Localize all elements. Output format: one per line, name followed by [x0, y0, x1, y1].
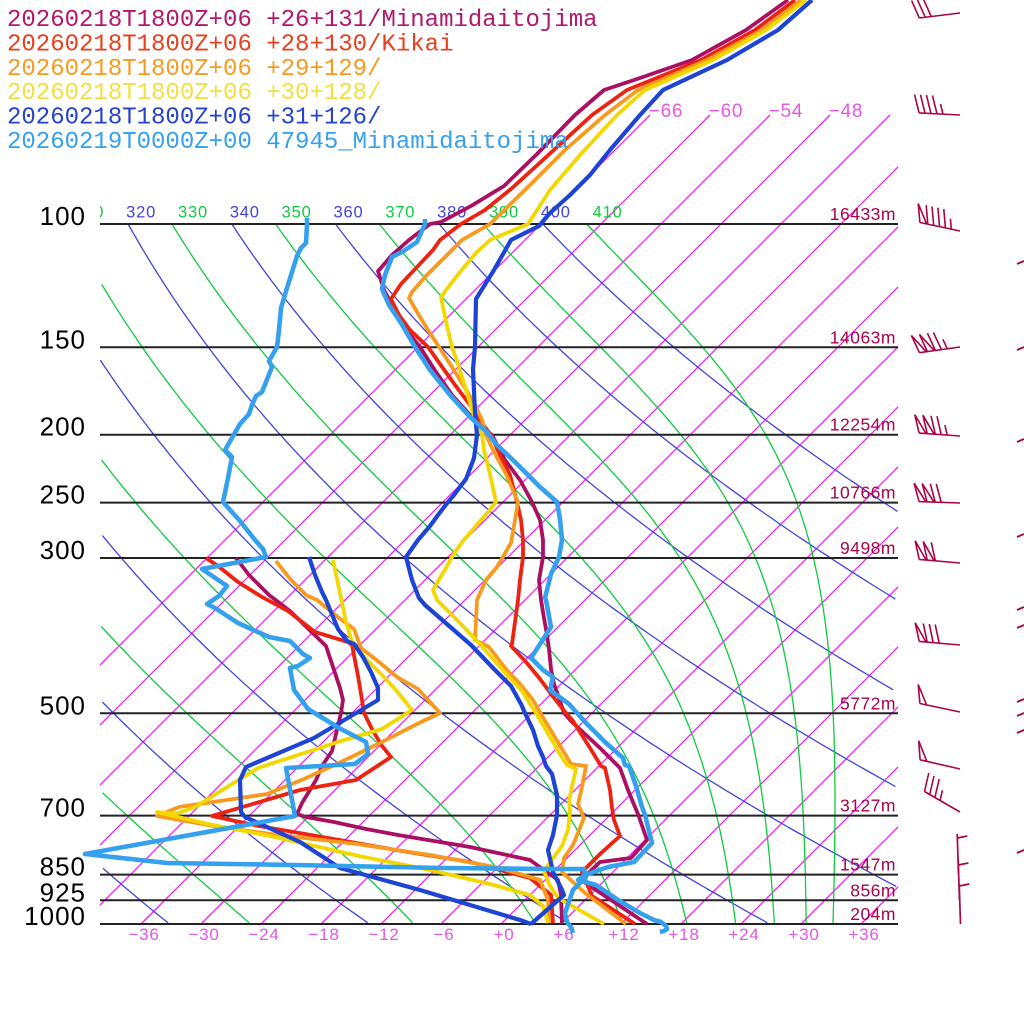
svg-text:350: 350 [282, 204, 312, 222]
svg-text:1547m: 1547m [840, 855, 896, 875]
svg-text:20260218T1800Z+06 +29+129/: 20260218T1800Z+06 +29+129/ [7, 56, 381, 83]
svg-text:+36: +36 [848, 925, 879, 944]
svg-text:−24: −24 [248, 925, 279, 944]
svg-text:−48: −48 [829, 101, 864, 122]
svg-text:150: 150 [40, 324, 86, 354]
svg-text:300: 300 [40, 535, 86, 565]
svg-text:1000: 1000 [24, 901, 86, 931]
svg-text:−18: −18 [308, 925, 339, 944]
svg-text:12254m: 12254m [830, 415, 896, 435]
svg-text:−36: −36 [128, 925, 159, 944]
svg-text:204m: 204m [850, 904, 896, 924]
svg-text:320: 320 [126, 204, 156, 222]
svg-text:20260218T1800Z+06 +28+130/Kika: 20260218T1800Z+06 +28+130/Kikai [7, 31, 453, 58]
svg-text:+0: +0 [494, 925, 515, 944]
svg-text:14063m: 14063m [830, 327, 896, 347]
svg-text:20260218T1800Z+06 +30+128/: 20260218T1800Z+06 +30+128/ [7, 80, 381, 107]
svg-text:200: 200 [40, 412, 86, 442]
svg-text:330: 330 [178, 204, 208, 222]
svg-text:20260219T0000Z+00 47945_Minami: 20260219T0000Z+00 47945_Minamidaitojima [7, 129, 569, 156]
svg-text:−60: −60 [709, 101, 744, 122]
svg-text:−54: −54 [769, 101, 804, 122]
svg-text:−30: −30 [188, 925, 219, 944]
svg-text:250: 250 [40, 480, 86, 510]
svg-text:−12: −12 [368, 925, 399, 944]
svg-text:340: 340 [230, 204, 260, 222]
svg-text:3127m: 3127m [840, 796, 896, 816]
svg-text:9498m: 9498m [840, 538, 896, 558]
svg-text:856m: 856m [850, 880, 896, 900]
svg-text:925: 925 [40, 877, 86, 907]
svg-text:+12: +12 [608, 925, 639, 944]
svg-text:−6: −6 [434, 925, 455, 944]
svg-text:310: 310 [74, 204, 104, 222]
svg-text:10766m: 10766m [830, 483, 896, 503]
svg-text:20260218T1800Z+06 +26+131/Mina: 20260218T1800Z+06 +26+131/Minamidaitojim… [7, 7, 598, 34]
svg-text:−66: −66 [649, 101, 684, 122]
svg-text:500: 500 [40, 690, 86, 720]
svg-text:16433m: 16433m [830, 204, 896, 224]
svg-text:370: 370 [385, 204, 415, 222]
svg-text:5772m: 5772m [840, 693, 896, 713]
svg-text:360: 360 [334, 204, 364, 222]
svg-text:700: 700 [40, 793, 86, 823]
svg-text:850: 850 [40, 852, 86, 882]
svg-text:410: 410 [593, 204, 623, 222]
svg-text:20260218T1800Z+06 +31+126/: 20260218T1800Z+06 +31+126/ [7, 105, 381, 132]
svg-text:100: 100 [40, 201, 86, 231]
svg-text:+30: +30 [788, 925, 819, 944]
svg-text:+24: +24 [728, 925, 759, 944]
svg-text:+6: +6 [554, 925, 575, 944]
svg-text:+18: +18 [668, 925, 699, 944]
svg-text:380: 380 [437, 204, 467, 222]
